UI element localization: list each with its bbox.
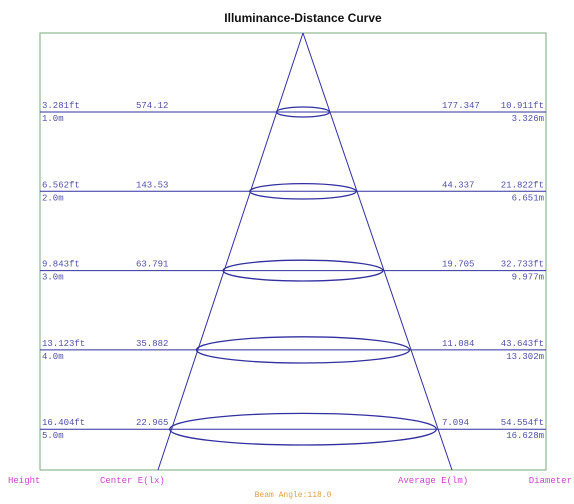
diameter-ft: 43.643ft xyxy=(501,339,544,349)
center-e: 63.791 xyxy=(136,260,168,270)
beam-ellipse xyxy=(249,182,357,200)
center-e: 574.12 xyxy=(136,101,168,111)
height-ft: 6.562ft xyxy=(42,180,80,190)
cone-edge xyxy=(302,32,453,471)
diameter-m: 16.628m xyxy=(506,431,544,441)
height-label: Height xyxy=(8,476,40,486)
title: Illuminance-Distance Curve xyxy=(224,11,382,25)
height-m: 5.0m xyxy=(42,431,64,441)
height-m: 3.0m xyxy=(42,273,64,283)
center-e: 22.965 xyxy=(136,418,168,428)
height-m: 2.0m xyxy=(42,193,64,203)
height-ft: 13.123ft xyxy=(42,339,85,349)
diameter-ft: 10.911ft xyxy=(501,101,544,111)
average-e: 44.337 xyxy=(442,180,474,190)
height-m: 1.0m xyxy=(42,114,64,124)
height-ft: 3.281ft xyxy=(42,101,80,111)
beam-ellipse xyxy=(169,412,437,446)
diameter-m: 13.302m xyxy=(506,352,544,362)
diameter-m: 6.651m xyxy=(512,193,544,203)
average-e: 177.347 xyxy=(442,101,480,111)
average-label: Average E(lm) xyxy=(398,476,468,486)
beam-ellipse xyxy=(275,106,331,118)
diameter-ft: 21.822ft xyxy=(501,180,544,190)
center-e: 143.53 xyxy=(136,180,168,190)
height-ft: 9.843ft xyxy=(42,260,80,270)
cone-edge xyxy=(157,32,304,471)
average-e: 7.094 xyxy=(442,418,469,428)
center-label: Center E(lx) xyxy=(100,476,165,486)
diameter-label: Diameter xyxy=(529,476,572,486)
beam-ellipse xyxy=(222,259,384,282)
beam-ellipse xyxy=(195,336,411,364)
diameter-ft: 54.554ft xyxy=(501,418,544,428)
center-e: 35.882 xyxy=(136,339,168,349)
diameter-ft: 32.733ft xyxy=(501,260,544,270)
height-m: 4.0m xyxy=(42,352,64,362)
average-e: 11.084 xyxy=(442,339,474,349)
frame xyxy=(39,32,547,471)
beam-angle: Beam Angle:118.0 xyxy=(255,491,332,500)
diameter-m: 9.977m xyxy=(512,273,544,283)
height-ft: 16.404ft xyxy=(42,418,85,428)
average-e: 19.705 xyxy=(442,260,474,270)
diameter-m: 3.326m xyxy=(512,114,544,124)
